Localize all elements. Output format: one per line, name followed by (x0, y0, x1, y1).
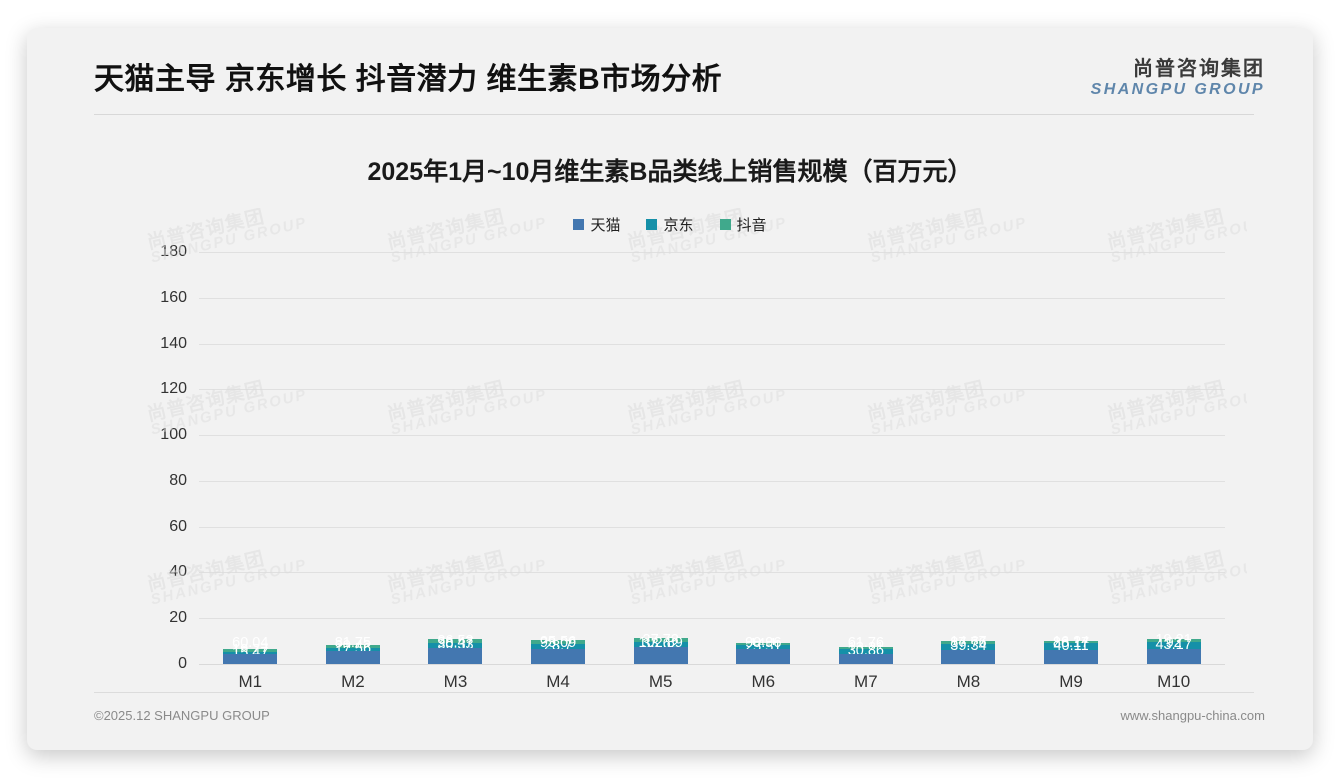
x-axis-tick-label: M3 (443, 672, 468, 691)
page-header: 天猫主导 京东增长 抖音潜力 维生素B市场分析 尚普咨询集团 SHANGPU G… (27, 28, 1313, 114)
header-divider (94, 114, 1254, 115)
bar-value-label: 61.76 (847, 634, 884, 651)
bar-column[interactable]: 25.56 28.7 93.09 (507, 252, 610, 664)
chart-legend: 天猫 京东 抖音 (27, 214, 1313, 235)
bar-stack: 19.77 15.47 60.04 (223, 635, 278, 664)
x-axis-tick-label: M2 (341, 672, 365, 691)
bar-stack: 20.42 17.56 81.75 (325, 635, 380, 664)
bar-value-label: 90.96 (745, 634, 782, 651)
bar-value-label: 87.76 (950, 634, 987, 651)
bar-value-label: 88.17 (1052, 634, 1090, 651)
bar-stack: 14.67 39.34 87.76 (941, 635, 996, 664)
bar-column[interactable]: 16.24 40.11 88.17 (1020, 252, 1123, 664)
bar-segment[interactable]: 61.76 (838, 635, 893, 664)
legend-item-京东[interactable]: 京东 (646, 214, 694, 235)
legend-item-天猫[interactable]: 天猫 (573, 214, 620, 235)
legend-swatch-icon (719, 219, 731, 230)
logo-chinese-text: 尚普咨询集团 (1133, 58, 1265, 80)
gridline (199, 480, 1225, 482)
footer-copyright: ©2025.12 SHANGPU GROUP (94, 708, 270, 723)
y-axis-tick-label: 160 (160, 288, 187, 306)
bar-value-label: 92 (1165, 634, 1182, 651)
gridline (199, 252, 1225, 253)
bar-column[interactable]: 14.1 25.51 90.96 (712, 252, 815, 664)
bar-column[interactable]: 20.42 17.56 81.75 (302, 252, 405, 664)
y-axis-tick-label: 140 (160, 334, 187, 352)
x-axis-labels: M1 M2 M3 M4 M5 M6 M7 M8 M9 M10 (199, 672, 1225, 692)
x-axis-tick-label: M9 (1059, 672, 1083, 691)
bar-stack: 26.52 30.33 98.47 (428, 634, 483, 664)
x-axis-tick-label: M7 (854, 672, 878, 691)
gridline (199, 618, 1225, 620)
company-logo: 尚普咨询集团 SHANGPU GROUP (1090, 58, 1265, 98)
bar-value-label: 60.04 (232, 634, 269, 651)
legend-label: 京东 (663, 217, 694, 234)
bar-segment[interactable]: 98.47 (428, 635, 483, 664)
bar-stack: 25.56 28.7 93.09 (531, 635, 586, 664)
legend-item-抖音[interactable]: 抖音 (719, 214, 767, 235)
logo-english-text: SHANGPU GROUP (1090, 80, 1265, 98)
chart-plot-area: 180 160 140 120 100 80 60 40 20 0 19.77 15.47 60.04… (137, 224, 1247, 691)
bar-stack: 13.21 30.86 61.76 (838, 635, 893, 664)
bar-column[interactable]: 26.52 30.33 98.47 (404, 252, 507, 664)
bar-column[interactable]: 14.67 39.34 87.76 (917, 252, 1020, 664)
chart-bars: 19.77 15.47 60.04 20.42 17.56 81.75 26.52 30.33… (199, 252, 1225, 664)
bar-segment[interactable]: 102.89 (633, 635, 688, 664)
legend-swatch-icon (573, 219, 585, 230)
page-title: 天猫主导 京东增长 抖音潜力 维生素B市场分析 (94, 63, 723, 96)
y-axis-tick-label: 80 (169, 471, 187, 489)
report-card: 天猫主导 京东增长 抖音潜力 维生素B市场分析 尚普咨询集团 SHANGPU G… (27, 28, 1313, 750)
x-axis-tick-label: M10 (1157, 672, 1191, 691)
x-axis-tick-label: M6 (751, 672, 776, 691)
x-axis-tick-label: M8 (956, 672, 981, 691)
bar-segment[interactable]: 90.96 (736, 635, 791, 664)
gridline (199, 297, 1225, 299)
bar-value-label: 43.17 (1155, 637, 1192, 654)
x-axis-line (199, 664, 1225, 665)
x-axis-tick-label: M5 (648, 672, 673, 691)
y-axis-tick-label: 40 (169, 563, 187, 581)
bar-stack: 19.21 43.17 92 (1146, 633, 1201, 664)
bar-column[interactable]: 13.21 30.86 61.76 (815, 252, 918, 664)
legend-label: 抖音 (736, 217, 767, 234)
footer-website: www.shangpu-china.com (1120, 708, 1265, 723)
bar-column[interactable]: 19.77 15.47 60.04 (199, 252, 302, 664)
bar-stack: 27.72 33.62 102.89 (633, 633, 688, 664)
gridline (199, 343, 1225, 345)
chart-title: 2025年1月~10月维生素B品类线上销售规模（百万元） (367, 158, 973, 186)
bar-segment[interactable]: 43.17 (1146, 638, 1201, 652)
bar-segment[interactable]: 93.09 (531, 635, 586, 664)
bar-segment[interactable]: 87.76 (941, 635, 996, 664)
footer-divider (94, 692, 1254, 693)
x-axis-tick-label: M4 (546, 672, 570, 691)
bar-value-label: 81.75 (334, 634, 372, 651)
bar-stack: 16.24 40.11 88.17 (1044, 635, 1099, 664)
gridline (199, 389, 1225, 391)
y-axis-tick-label: 20 (169, 609, 187, 627)
bar-segment[interactable]: 92 (1146, 635, 1201, 664)
legend-label: 天猫 (590, 217, 621, 234)
y-axis-tick-label: 100 (160, 426, 187, 444)
bar-column[interactable]: 27.72 33.62 102.89 (609, 252, 712, 664)
y-axis-tick-label: 120 (160, 380, 187, 398)
bar-column[interactable]: 19.21 43.17 92 (1122, 252, 1225, 664)
bar-segment[interactable]: 81.75 (325, 635, 380, 664)
x-axis-tick-label: M1 (238, 672, 263, 691)
bar-stack: 14.1 25.51 90.96 (736, 635, 791, 664)
gridline (199, 435, 1225, 437)
bar-segment[interactable]: 60.04 (223, 635, 278, 664)
bar-value-label: 98.47 (437, 634, 474, 651)
y-axis-tick-label: 180 (160, 243, 187, 260)
bar-value-label: 102.89 (638, 634, 683, 651)
gridline (199, 572, 1225, 574)
y-axis-tick-label: 0 (178, 655, 187, 672)
gridline (199, 526, 1225, 528)
bar-value-label: 93.09 (539, 634, 577, 651)
bar-segment[interactable]: 88.17 (1044, 635, 1099, 664)
legend-swatch-icon (646, 219, 658, 230)
y-axis-tick-label: 60 (169, 517, 187, 535)
